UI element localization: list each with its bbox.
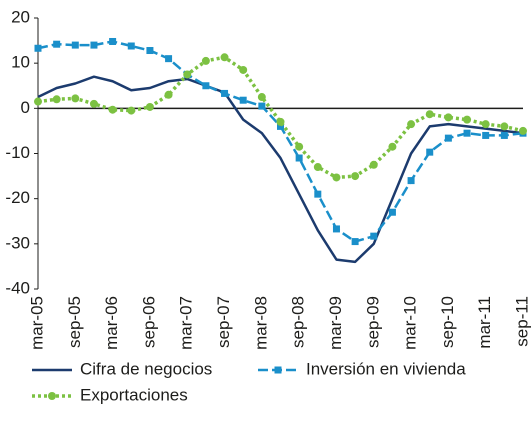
marker: [370, 232, 378, 240]
marker: [276, 117, 285, 126]
marker: [481, 120, 490, 129]
marker: [108, 105, 117, 114]
x-tick-label: mar-11: [475, 296, 494, 349]
marker: [295, 154, 303, 162]
marker: [314, 190, 322, 198]
marker: [425, 110, 434, 119]
marker: [127, 42, 135, 50]
marker: [519, 126, 527, 135]
marker: [221, 89, 229, 97]
marker: [164, 90, 173, 99]
marker: [482, 131, 490, 139]
marker: [500, 122, 509, 131]
x-tick-label: mar-09: [326, 296, 345, 350]
legend-marker: [274, 366, 282, 374]
marker: [463, 115, 472, 124]
marker: [145, 102, 154, 111]
marker: [89, 99, 98, 108]
y-tick-label: -30: [5, 233, 30, 252]
marker: [109, 37, 117, 45]
x-tick-label: sep-08: [289, 296, 308, 348]
marker: [369, 160, 378, 169]
marker: [202, 82, 210, 90]
x-tick-label: sep-10: [438, 296, 457, 348]
marker: [71, 94, 80, 103]
marker: [165, 55, 173, 63]
marker: [183, 70, 192, 79]
y-tick-label: -40: [5, 278, 30, 297]
marker: [52, 95, 61, 104]
y-tick-label: -20: [5, 188, 30, 207]
marker: [463, 129, 471, 137]
marker: [277, 122, 284, 130]
marker: [426, 148, 434, 156]
marker: [295, 142, 304, 151]
marker: [71, 41, 79, 49]
legend-marker: [48, 392, 56, 400]
x-tick-label: mar-05: [27, 296, 46, 350]
y-tick-label: 10: [11, 53, 30, 72]
marker: [146, 47, 154, 55]
marker: [127, 106, 136, 115]
marker: [388, 208, 396, 216]
marker: [90, 41, 98, 49]
marker: [53, 40, 61, 48]
marker: [388, 142, 397, 151]
marker: [201, 56, 210, 65]
marker: [258, 102, 266, 110]
marker: [220, 53, 229, 62]
x-tick-label: mar-07: [177, 296, 196, 350]
marker: [34, 44, 42, 52]
series-line: [37, 75, 524, 264]
marker: [257, 93, 266, 102]
x-tick-label: mar-08: [251, 296, 270, 350]
x-tick-label: mar-10: [401, 296, 420, 350]
y-tick-label: 20: [11, 7, 30, 26]
marker: [332, 173, 341, 182]
marker: [351, 238, 359, 246]
marker: [313, 163, 322, 172]
x-tick-label: sep-11: [512, 296, 531, 347]
marker: [444, 134, 452, 142]
marker: [351, 172, 360, 181]
marker: [500, 131, 508, 139]
legend-label: Exportaciones: [80, 385, 188, 404]
x-tick-label: sep-05: [65, 296, 84, 348]
marker: [34, 97, 42, 106]
marker: [407, 120, 416, 129]
y-tick-label: -10: [5, 143, 30, 162]
x-tick-label: sep-06: [139, 296, 158, 348]
marker: [239, 96, 247, 104]
marker: [332, 225, 340, 233]
legend-label: Cifra de negocios: [80, 359, 212, 378]
x-tick-label: mar-06: [102, 296, 121, 350]
legend-label: Inversión en vivienda: [306, 359, 466, 378]
marker: [407, 177, 415, 185]
y-tick-label: 0: [21, 98, 30, 117]
marker: [444, 113, 453, 122]
x-tick-label: sep-09: [363, 296, 382, 348]
marker: [239, 65, 248, 74]
x-tick-label: sep-07: [214, 296, 233, 348]
